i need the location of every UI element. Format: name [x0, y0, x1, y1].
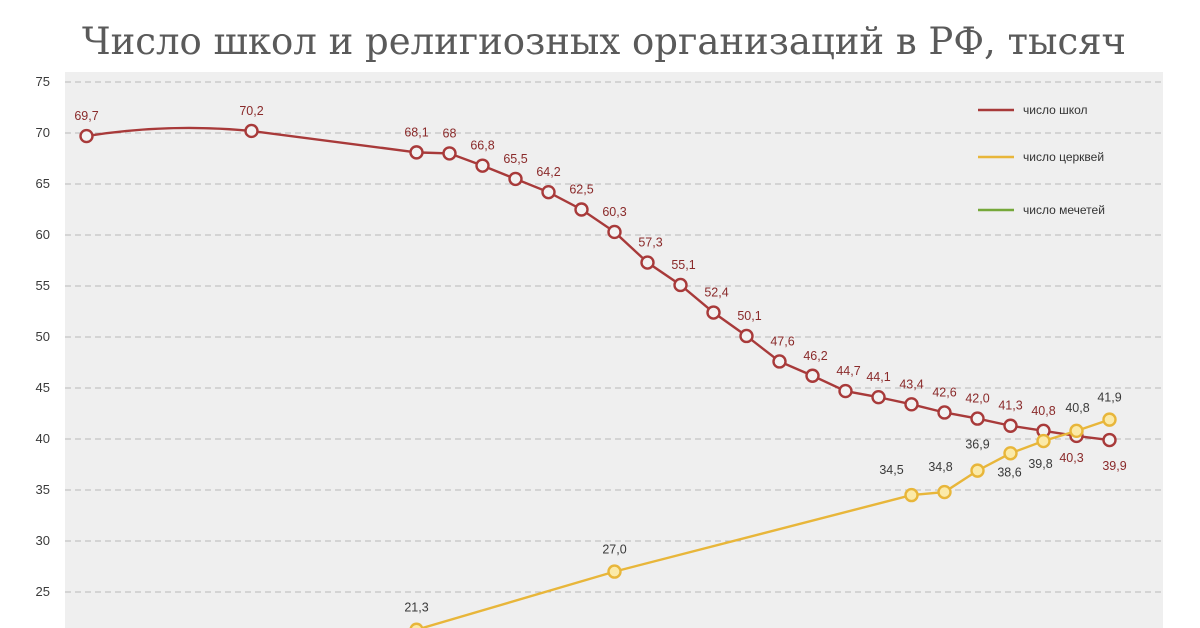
- data-point: [607, 224, 622, 240]
- chart-title: Число школ и религиозных организаций в Р…: [82, 20, 1126, 63]
- legend: число школ число церквей число мечетей: [978, 103, 1105, 217]
- data-point: [805, 368, 820, 383]
- data-label: 57,3: [638, 236, 662, 250]
- data-label: 44,7: [836, 364, 860, 378]
- data-label: 39,8: [1028, 457, 1052, 471]
- grid: [65, 81, 1163, 593]
- data-point: [673, 277, 688, 293]
- data-point: [739, 328, 754, 344]
- data-point: [574, 202, 589, 217]
- data-label: 40,3: [1059, 451, 1083, 465]
- data-point: [1003, 418, 1018, 433]
- data-label: 41,3: [998, 399, 1022, 413]
- y-tick-label: 75: [36, 74, 50, 89]
- series: 69,7 70,2 68,1 68 66,8 65,5 64,2 62,5 60,3 57,3 55…: [74, 104, 1127, 628]
- data-label: 27,0: [602, 543, 626, 557]
- data-label: 47,6: [770, 334, 794, 348]
- data-point: [244, 123, 259, 139]
- data-point: [772, 354, 787, 369]
- data-label: 50,1: [737, 309, 761, 323]
- series-churches: 21,3 27,0 34,5 34,8 36,9 38,6 39,8 40,8 41,9: [404, 391, 1122, 628]
- data-point: [475, 158, 490, 173]
- data-point: [607, 564, 622, 579]
- data-label: 68,1: [404, 125, 428, 139]
- data-point: [640, 255, 655, 270]
- y-axis-ticks: 25 30 35 40 45 50 55 60 65 70 75: [36, 74, 50, 599]
- legend-label: число мечетей: [1023, 203, 1105, 217]
- data-label: 39,9: [1102, 459, 1126, 473]
- y-tick-label: 55: [36, 278, 50, 293]
- y-tick-label: 65: [36, 176, 50, 191]
- data-point: [442, 146, 457, 161]
- data-point: [409, 145, 424, 160]
- data-point: [1069, 423, 1084, 439]
- data-label: 40,8: [1031, 404, 1055, 418]
- y-tick-label: 70: [36, 125, 50, 140]
- data-point: [904, 487, 919, 503]
- data-point: [1003, 446, 1018, 461]
- data-point: [904, 397, 919, 412]
- data-label: 70,2: [239, 104, 263, 118]
- data-label: 42,0: [965, 392, 989, 406]
- y-tick-label: 45: [36, 380, 50, 395]
- data-label: 42,6: [932, 385, 956, 399]
- data-label: 34,8: [928, 460, 952, 474]
- y-tick-label: 60: [36, 227, 50, 242]
- data-point: [970, 411, 985, 426]
- data-label: 21,3: [404, 601, 428, 615]
- data-label: 41,9: [1097, 391, 1121, 405]
- y-tick-label: 50: [36, 329, 50, 344]
- data-point: [706, 305, 721, 320]
- data-point: [871, 389, 886, 405]
- data-label: 65,5: [503, 152, 527, 166]
- data-label: 60,3: [602, 205, 626, 219]
- data-label: 52,4: [704, 286, 728, 300]
- data-point: [1036, 433, 1051, 449]
- y-tick-label: 40: [36, 431, 50, 446]
- y-tick-label: 30: [36, 533, 50, 548]
- data-label: 64,2: [536, 165, 560, 179]
- y-tick-label: 25: [36, 584, 50, 599]
- data-label: 40,8: [1065, 401, 1089, 415]
- data-label: 44,1: [866, 370, 890, 384]
- plot-background: [65, 72, 1163, 628]
- legend-label: число церквей: [1023, 150, 1104, 164]
- data-label: 66,8: [470, 139, 494, 153]
- data-label: 36,9: [965, 438, 989, 452]
- data-label: 34,5: [879, 463, 903, 477]
- data-label: 55,1: [671, 258, 695, 272]
- data-point: [937, 405, 952, 420]
- data-label: 69,7: [74, 109, 98, 123]
- data-point: [1102, 412, 1117, 427]
- data-point: [79, 128, 94, 144]
- data-label: 38,6: [997, 465, 1021, 479]
- y-tick-label: 35: [36, 482, 50, 497]
- data-label: 46,2: [803, 349, 827, 363]
- legend-label: число школ: [1023, 103, 1088, 117]
- data-point: [409, 622, 424, 628]
- data-label: 68: [443, 126, 457, 140]
- data-label: 43,4: [899, 377, 923, 391]
- data-label: 62,5: [569, 183, 593, 197]
- data-point: [838, 383, 853, 399]
- data-point: [541, 184, 556, 200]
- data-point: [970, 463, 985, 478]
- series-schools: 69,7 70,2 68,1 68 66,8 65,5 64,2 62,5 60,3 57,3 55…: [74, 104, 1126, 473]
- data-point: [1102, 432, 1117, 448]
- data-point: [937, 484, 952, 500]
- data-point: [508, 171, 523, 187]
